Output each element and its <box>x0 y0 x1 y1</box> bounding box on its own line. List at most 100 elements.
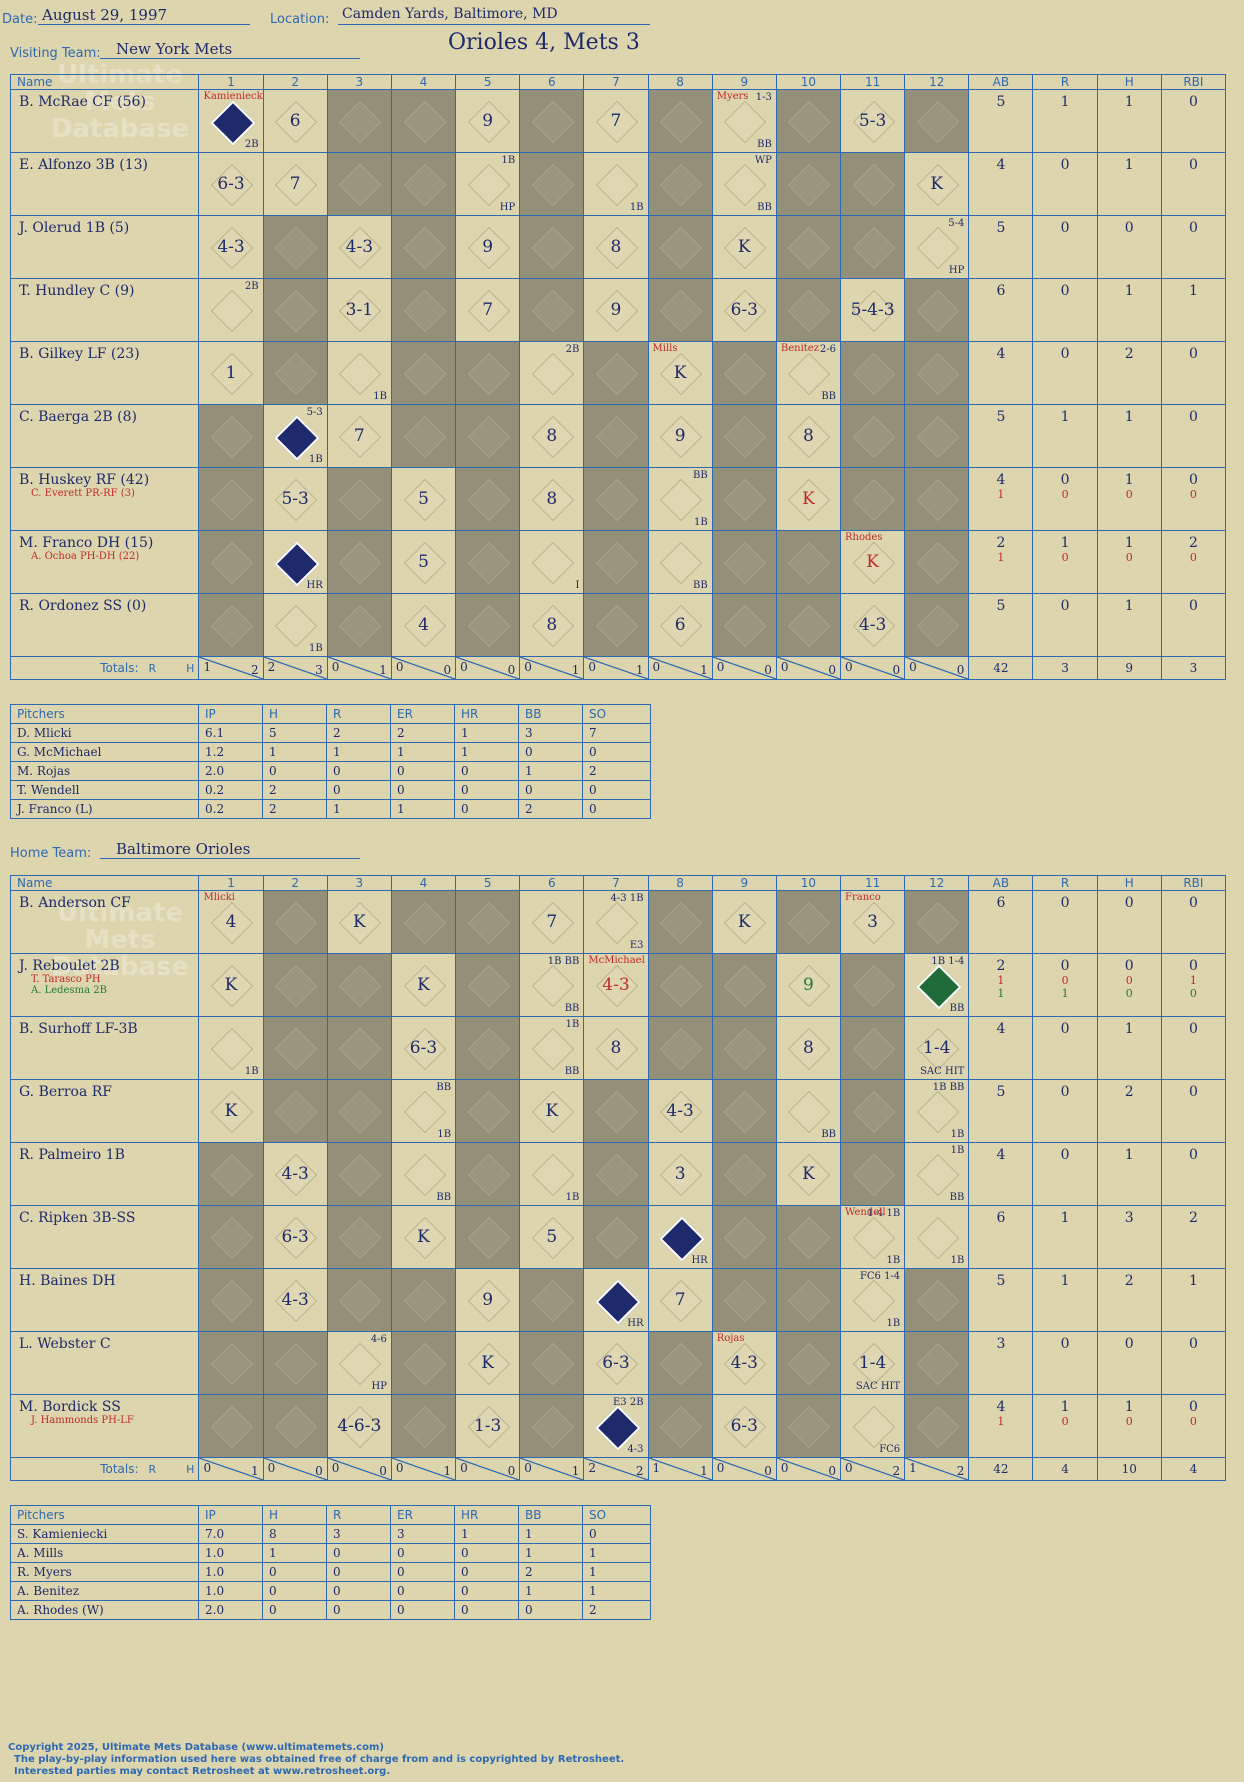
batter-row: E. Alfonzo 3B (13) 6-3 7 1B HP 1B WP BB K 4 0 1 0 <box>9 152 1227 216</box>
total-divider <box>199 657 263 679</box>
stat-value: 1 <box>1060 409 1070 425</box>
base-diamond <box>467 163 510 207</box>
at-bat-cell <box>647 1331 713 1395</box>
base-diamond <box>403 352 446 396</box>
at-bat-cell <box>519 278 585 342</box>
pitcher-stat: 0 <box>518 742 583 762</box>
base-diamond <box>595 163 639 207</box>
batter-stat: 0 <box>1032 215 1098 279</box>
at-bat-cell: 1-4 SAC HIT <box>840 1331 906 1395</box>
play-note-bottom: 2B <box>244 139 259 150</box>
base-diamond <box>339 604 382 648</box>
pitcher-stat: 1 <box>518 1581 583 1601</box>
play-note-bottom: BB <box>757 139 772 150</box>
pitcher-name: J. Franco (L) <box>10 799 199 819</box>
pitcher-stat: 7 <box>582 723 651 743</box>
base-diamond <box>659 901 703 945</box>
pitcher-stat: 1 <box>454 723 519 743</box>
pitcher-stat: 0 <box>262 1600 327 1620</box>
pitcher-column-header: Pitchers <box>10 1505 199 1525</box>
base-diamond <box>274 289 318 333</box>
at-bat-cell: 7 <box>455 278 521 342</box>
inning-header: 8 <box>647 74 713 90</box>
batter-row: R. Ordonez SS (0) 1B 4 8 6 4-3 5 0 1 0 <box>9 593 1227 657</box>
at-bat-cell <box>519 89 585 153</box>
batter-stat: 1 <box>1032 404 1098 468</box>
at-bat-cell <box>326 1142 392 1206</box>
at-bat-cell: BB <box>390 1142 457 1206</box>
stat-value: 0 <box>1060 157 1070 173</box>
batter-name-cell: R. Ordonez SS (0) <box>9 593 200 657</box>
stat-value: 0 <box>1060 1021 1070 1037</box>
at-bat-cell <box>519 1394 585 1458</box>
play-result: 7 <box>546 912 558 932</box>
at-bat-cell: K <box>904 152 970 216</box>
inning-header: 6 <box>519 74 585 90</box>
pitcher-column-header: HR <box>454 704 519 724</box>
sub-stat-value: 0 <box>1061 974 1069 987</box>
base-diamond <box>274 1027 318 1071</box>
stat-total: 4 <box>1032 1457 1098 1481</box>
play-result: K <box>224 975 238 995</box>
base-diamond <box>724 964 767 1008</box>
play-result: 9 <box>803 975 814 995</box>
sub-stat-value: 0 <box>1125 551 1133 564</box>
stat-value: 0 <box>1124 1336 1134 1352</box>
inning-header: 10 <box>775 875 842 891</box>
pitcher-stat: 2 <box>390 723 455 743</box>
play-note-bottom: 1B <box>886 1318 901 1329</box>
totals-label: Totals: R H <box>9 656 200 680</box>
pitcher-stat: 0 <box>454 1562 519 1582</box>
at-bat-cell <box>775 1331 842 1395</box>
pitcher-column-header: R <box>326 1505 391 1525</box>
inning-runs: 0 <box>845 1461 853 1475</box>
inning-runs: 0 <box>395 660 404 674</box>
pitching-change-note: Mills <box>652 343 678 354</box>
play-note-bottom: HR <box>306 580 323 591</box>
play-result: K <box>417 1227 430 1247</box>
pitcher-stat: 2 <box>582 1600 651 1620</box>
inning-header: 9 <box>711 875 777 891</box>
play-result: 9 <box>674 426 686 446</box>
inning-header: 6 <box>519 875 585 891</box>
at-bat-cell: 9 <box>455 215 521 279</box>
batter-stat: 0 <box>1032 1142 1098 1206</box>
at-bat-cell: 9 <box>647 404 713 468</box>
base-diamond <box>339 964 382 1008</box>
stat-value: 1 <box>1060 1210 1070 1226</box>
base-diamond <box>403 1279 446 1323</box>
at-bat-cell <box>904 1331 970 1395</box>
play-note-bottom: E3 <box>629 940 644 951</box>
date-label: Date: <box>2 12 38 27</box>
base-diamond <box>788 289 831 333</box>
base-diamond <box>467 541 510 585</box>
inning-hits: 1 <box>250 1464 259 1478</box>
at-bat-cell: 1B <box>583 152 649 216</box>
at-bat-cell: 6-3 <box>711 1394 777 1458</box>
base-diamond <box>852 352 895 396</box>
base-diamond <box>724 1153 767 1197</box>
base-diamond <box>788 1216 831 1260</box>
stat-total: 42 <box>968 656 1034 680</box>
inning-hits: 0 <box>764 1464 772 1478</box>
at-bat-cell: 1-4 SAC HIT <box>904 1016 970 1080</box>
batter-name-cell: M. Franco DH (15) A. Ochoa PH-DH (22) <box>9 530 200 594</box>
inning-hits: 0 <box>828 1464 837 1478</box>
pitcher-stat: 3 <box>326 1524 391 1544</box>
batter-stat: 1 <box>1032 1268 1098 1332</box>
stat-value: 5 <box>996 598 1006 614</box>
pitcher-stat: 0 <box>326 761 391 781</box>
inning-hits: 2 <box>956 1464 965 1478</box>
batter-name-cell: T. Hundley C (9) <box>9 278 200 342</box>
base-diamond <box>467 1153 510 1197</box>
batter-stat: 0 <box>1096 890 1162 954</box>
base-diamond <box>595 478 639 522</box>
sub-stat-value: 0 <box>1125 987 1133 1000</box>
batter-stat: 0 <box>1160 1142 1227 1206</box>
at-bat-cell <box>198 1205 264 1269</box>
base-diamond <box>467 901 510 945</box>
base-diamond <box>724 1090 767 1134</box>
stat-value: 0 <box>1060 958 1070 974</box>
at-bat-cell <box>904 890 970 954</box>
